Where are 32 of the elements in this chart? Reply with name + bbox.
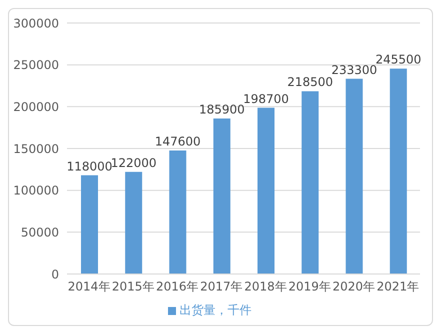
bar xyxy=(302,91,319,274)
x-tick-label: 2016年 xyxy=(156,280,199,294)
y-tick-label: 250000 xyxy=(13,58,59,72)
data-label: 245500 xyxy=(375,52,422,67)
data-label: 198700 xyxy=(243,92,289,106)
y-tick-label: 200000 xyxy=(13,100,59,114)
x-tick-label: 2015年 xyxy=(112,280,154,294)
data-label: 122000 xyxy=(110,156,157,170)
bar xyxy=(346,78,363,274)
y-tick-label: 0 xyxy=(51,267,59,282)
legend-label: 出货量，千件 xyxy=(180,303,252,317)
x-tick-label: 2014年 xyxy=(68,280,110,294)
x-tick-label: 2021年 xyxy=(376,280,420,294)
y-tick-label: 150000 xyxy=(13,142,59,156)
bar xyxy=(125,172,142,274)
data-label: 147600 xyxy=(154,134,201,149)
data-label: 185900 xyxy=(198,102,245,116)
x-tick-label: 2017年 xyxy=(200,280,243,294)
bar xyxy=(213,118,230,274)
bar xyxy=(169,150,186,274)
bar xyxy=(81,175,98,274)
y-tick-label: 50000 xyxy=(20,225,59,240)
y-tick-label: 100000 xyxy=(13,184,59,198)
data-label: 118000 xyxy=(66,159,112,174)
x-tick-label: 2019年 xyxy=(288,280,331,294)
bar xyxy=(390,68,407,274)
x-tick-label: 2020年 xyxy=(332,280,376,294)
y-tick-label: 300000 xyxy=(13,16,59,30)
bar xyxy=(258,108,274,274)
data-label: 218500 xyxy=(287,75,334,90)
data-label: 233300 xyxy=(331,62,378,77)
x-tick-label: 2018年 xyxy=(244,280,287,294)
